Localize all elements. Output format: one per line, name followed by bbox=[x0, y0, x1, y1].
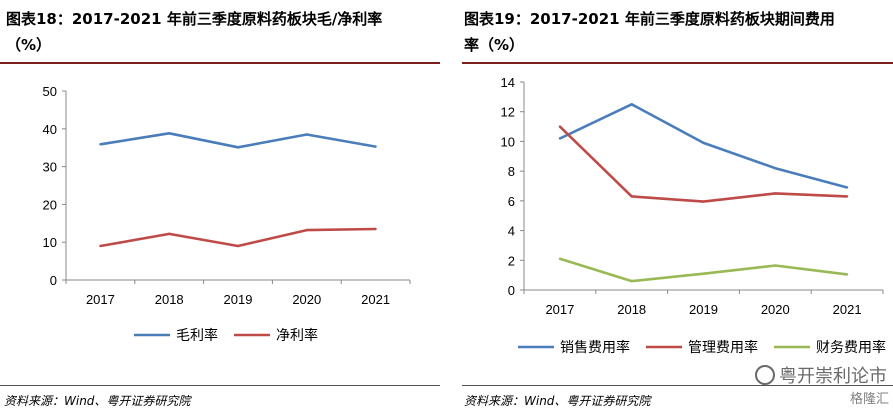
y-tick-label: 6 bbox=[508, 194, 515, 209]
chart-title: 图表18：2017-2021 年前三季度原料药板块毛/净利率 （%） bbox=[6, 6, 382, 58]
y-tick-label: 8 bbox=[508, 164, 515, 179]
data-point bbox=[305, 133, 308, 136]
legend-label-3: 财务费用率 bbox=[816, 339, 886, 356]
series-line-1 bbox=[100, 132, 376, 149]
title-divider bbox=[0, 62, 440, 64]
data-point bbox=[845, 195, 849, 198]
data-point bbox=[702, 200, 705, 203]
watermark-badge: 格隆汇 bbox=[850, 388, 889, 407]
y-tick-label: 10 bbox=[501, 134, 515, 149]
chart-title-line-1: 图表19：2017-2021 年前三季度原料药板块期间费用 bbox=[464, 10, 835, 28]
data-point bbox=[558, 137, 562, 140]
y-tick-label: 50 bbox=[43, 84, 57, 99]
watermark-text: 粤开崇利论市 bbox=[779, 366, 887, 387]
data-point bbox=[630, 279, 633, 283]
chart-title-line-1: 图表18：2017-2021 年前三季度原料药板块毛/净利率 bbox=[6, 10, 383, 28]
y-tick-label: 14 bbox=[501, 75, 515, 90]
data-point bbox=[99, 143, 102, 146]
y-tick-label: 40 bbox=[43, 122, 57, 137]
x-tick-label: 2018 bbox=[617, 302, 646, 317]
data-point bbox=[236, 146, 240, 149]
x-tick-label: 2021 bbox=[833, 302, 862, 317]
x-tick-label: 2021 bbox=[361, 292, 390, 307]
series-line-1 bbox=[559, 103, 848, 189]
x-tick-label: 2019 bbox=[224, 292, 253, 307]
footer-divider bbox=[0, 385, 440, 386]
x-tick-label: 2017 bbox=[86, 292, 115, 307]
y-tick-label: 20 bbox=[43, 197, 57, 212]
data-point bbox=[168, 232, 171, 236]
series-line-2 bbox=[558, 125, 848, 203]
series-line-2 bbox=[100, 227, 376, 248]
chart-title-line-2: （%） bbox=[6, 36, 52, 54]
data-point bbox=[374, 227, 377, 231]
y-tick-label: 10 bbox=[43, 235, 57, 250]
chart-panel-right: 图表19：2017-2021 年前三季度原料药板块期间费用 率（%） 0 2 4 6 8… bbox=[462, 0, 893, 413]
chart-title: 图表19：2017-2021 年前三季度原料药板块期间费用 率（%） bbox=[464, 6, 835, 58]
data-point bbox=[774, 192, 777, 195]
x-tick-label: 2020 bbox=[292, 292, 321, 307]
y-tick-label: 0 bbox=[508, 283, 515, 298]
chart-panel-left: 图表18：2017-2021 年前三季度原料药板块毛/净利率 （%） 0 10 20… bbox=[0, 0, 446, 413]
y-tick-label: 12 bbox=[501, 105, 515, 120]
x-tick-label: 2018 bbox=[155, 292, 184, 307]
data-point bbox=[774, 264, 777, 267]
data-point bbox=[774, 166, 777, 170]
y-tick-label: 2 bbox=[508, 253, 515, 268]
data-point bbox=[168, 132, 171, 135]
legend-label-1: 毛利率 bbox=[176, 327, 218, 344]
data-point bbox=[305, 228, 308, 232]
data-point bbox=[630, 103, 633, 106]
legend-label-2: 管理费用率 bbox=[688, 339, 758, 356]
series-line-3 bbox=[559, 257, 848, 283]
chart-title-line-2: 率（%） bbox=[464, 36, 525, 54]
watermark-badge-text: 格隆汇 bbox=[849, 392, 889, 407]
source-note: 资料来源：Wind、粤开证券研究院 bbox=[464, 394, 651, 408]
data-point bbox=[236, 244, 240, 248]
x-tick-label: 2020 bbox=[761, 302, 790, 317]
data-point bbox=[99, 244, 102, 248]
expense-ratio-line-chart: 0 2 4 6 8 10 12 14 2017 2018 2019 2020 2021 销售费用率 管理费用… bbox=[501, 75, 886, 356]
footer-divider bbox=[462, 385, 893, 386]
data-point bbox=[702, 141, 705, 145]
x-tick-label: 2017 bbox=[545, 302, 574, 317]
legend-label-1: 销售费用率 bbox=[560, 339, 630, 356]
data-point bbox=[630, 195, 633, 198]
y-tick-label: 4 bbox=[508, 224, 515, 239]
margin-line-chart: 0 10 20 30 40 50 2017 2018 2019 2020 2021 毛利率 净利率 bbox=[43, 84, 411, 344]
legend-label-2: 净利率 bbox=[276, 327, 318, 344]
data-point bbox=[702, 272, 705, 275]
y-tick-label: 30 bbox=[43, 160, 57, 175]
source-note: 资料来源：Wind、粤开证券研究院 bbox=[4, 394, 191, 408]
data-point bbox=[845, 273, 849, 276]
title-divider bbox=[462, 62, 893, 64]
y-tick-label: 0 bbox=[50, 273, 57, 288]
data-point bbox=[845, 186, 849, 189]
watermark: 粤开崇利论市 bbox=[755, 362, 887, 388]
data-point bbox=[558, 257, 562, 260]
x-tick-label: 2019 bbox=[689, 302, 718, 317]
data-point bbox=[374, 145, 377, 148]
data-point bbox=[558, 125, 562, 128]
wechat-logo-icon bbox=[755, 365, 775, 385]
